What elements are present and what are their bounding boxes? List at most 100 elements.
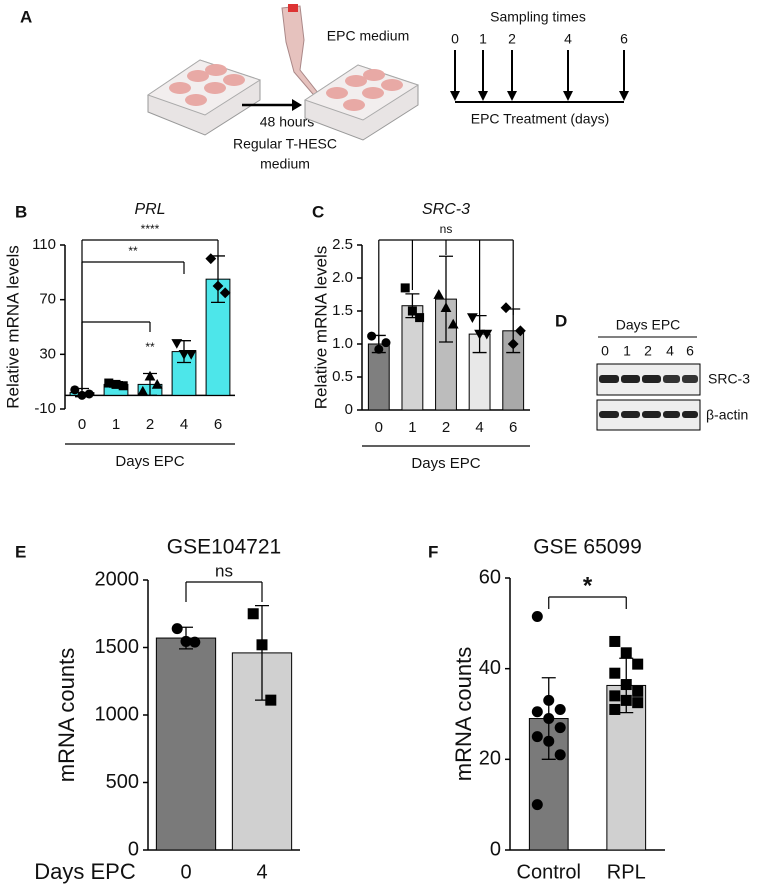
sampling-day: 1: [479, 31, 487, 47]
chart-title: GSE104721: [167, 536, 281, 559]
y-tick-label: 0: [128, 838, 139, 860]
panel-label: C: [312, 202, 324, 221]
data-point: [400, 283, 410, 293]
significance-label: ****: [141, 222, 160, 236]
lane-label: 4: [666, 343, 674, 359]
data-point: [609, 703, 621, 715]
data-point: [467, 313, 478, 323]
panel-label: F: [428, 542, 438, 561]
y-tick-label: 0.5: [332, 368, 353, 385]
significance-label: **: [145, 340, 155, 354]
timeline-label: EPC Treatment (days): [471, 111, 610, 127]
data-point: [609, 635, 621, 647]
x-tick-label: 0: [78, 416, 86, 433]
significance-bracket: [185, 581, 263, 602]
y-tick-label: 1.0: [332, 335, 353, 352]
x-axis-label: Days EPC: [115, 453, 184, 470]
significance-bracket: [81, 261, 185, 390]
data-point: [531, 706, 543, 718]
sampling-day: 6: [620, 31, 628, 47]
sampling-arrowhead: [450, 91, 460, 101]
x-tick-label: 0: [180, 861, 191, 883]
data-point: [531, 611, 543, 623]
panel-label: D: [555, 311, 567, 330]
x-tick-label: 4: [180, 416, 188, 433]
chart-title: GSE 65099: [533, 536, 642, 559]
x-tick-label: 1: [112, 416, 120, 433]
panel-label: B: [15, 202, 27, 221]
blot-row-label: β-actin: [706, 407, 748, 423]
y-tick-label: 0: [345, 401, 353, 418]
sampling-arrowhead: [563, 91, 573, 101]
y-tick-label: 20: [479, 748, 501, 770]
data-point: [609, 690, 621, 702]
y-tick-label: 40: [479, 657, 501, 679]
sampling-arrowhead: [507, 91, 517, 101]
x-tick-label: 0: [375, 419, 383, 436]
sampling-day: 0: [451, 31, 459, 47]
data-point: [381, 338, 391, 348]
data-point: [632, 697, 644, 709]
y-tick-label: 2.0: [332, 269, 353, 286]
data-point: [609, 667, 621, 679]
data-point: [620, 647, 632, 659]
pipette: [281, 4, 323, 101]
sampling-day: 2: [508, 31, 516, 47]
error-bar: [109, 381, 123, 388]
data-point: [171, 339, 183, 349]
error-bar: [255, 605, 269, 701]
lane-label: 6: [686, 343, 694, 359]
significance-label: ns: [440, 222, 453, 236]
data-point: [151, 379, 163, 389]
data-point: [137, 385, 149, 396]
panel-label: A: [20, 7, 32, 26]
data-point: [632, 685, 644, 697]
plate-right: [303, 64, 420, 141]
y-tick-label: 2.5: [332, 236, 353, 253]
y-tick-label: 1.5: [332, 302, 353, 319]
x-tick-label: Control: [517, 861, 581, 883]
lane-label: 0: [601, 343, 609, 359]
y-tick-label: 60: [479, 566, 501, 588]
step-label: medium: [260, 156, 310, 172]
y-axis-label: mRNA counts: [451, 647, 476, 782]
chart-title: PRL: [134, 201, 165, 218]
x-axis-label: Days EPC: [411, 455, 480, 472]
x-tick-label: 2: [442, 419, 450, 436]
y-tick-label: 70: [39, 291, 56, 308]
significance-label: *: [583, 572, 593, 599]
data-point: [219, 287, 231, 299]
y-tick-label: 1500: [95, 636, 140, 658]
data-point: [554, 749, 566, 761]
data-point: [265, 694, 277, 706]
step-label: Regular T-HESC: [233, 136, 337, 152]
error-bar: [179, 626, 193, 650]
y-tick-label: -10: [34, 400, 56, 417]
error-bar: [619, 657, 634, 714]
x-tick-label: RPL: [607, 861, 646, 883]
y-tick-label: 0: [490, 838, 501, 860]
x-tick-label: 6: [214, 416, 222, 433]
data-point: [531, 731, 543, 743]
x-tick-label: 4: [256, 861, 267, 883]
x-tick-label: 2: [146, 416, 154, 433]
error-bar: [439, 255, 453, 343]
sampling-arrowhead: [619, 91, 629, 101]
data-point: [367, 331, 377, 341]
y-tick-label: 500: [106, 771, 139, 793]
x-axis-label: Days EPC: [34, 859, 136, 884]
data-point: [189, 636, 201, 648]
plate-left: [146, 59, 262, 136]
error-bar: [143, 372, 157, 396]
data-point: [70, 385, 80, 395]
data-point: [515, 325, 526, 337]
sampling-title: Sampling times: [490, 9, 586, 25]
data-point: [433, 289, 445, 299]
significance-bracket: [378, 239, 514, 345]
data-point: [185, 350, 197, 360]
x-tick-label: 4: [475, 419, 483, 436]
y-tick-label: 2000: [95, 568, 140, 590]
x-tick-label: 1: [408, 419, 416, 436]
data-point: [554, 703, 566, 715]
